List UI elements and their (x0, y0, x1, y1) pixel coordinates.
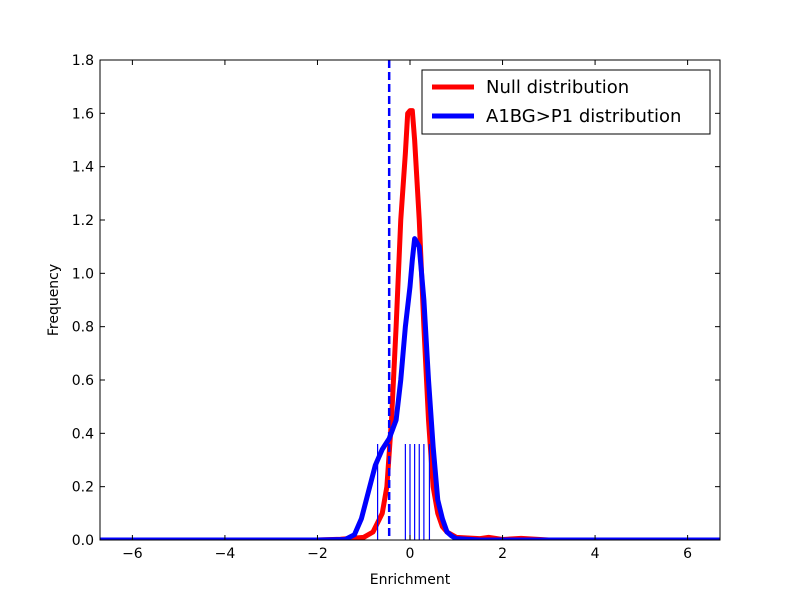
x-tick-label-5: 4 (591, 546, 600, 562)
y-tick-label-1: 0.2 (72, 480, 94, 496)
x-tick-label-1: −4 (215, 546, 236, 562)
y-tick-label-7: 1.4 (72, 160, 94, 176)
x-tick-label-3: 0 (406, 546, 415, 562)
y-tick-label-3: 0.6 (72, 373, 94, 389)
series-line-1 (100, 236, 720, 540)
x-tick-label-2: −2 (307, 546, 328, 562)
x-tick-label-4: 2 (498, 546, 507, 562)
legend: Null distribution A1BG>P1 distribution (421, 69, 711, 135)
y-tick-label-4: 0.8 (72, 320, 94, 336)
y-tick-label-2: 0.4 (72, 426, 94, 442)
series-layer (100, 60, 720, 540)
x-axis-label: Enrichment (370, 572, 451, 588)
legend-box (421, 69, 711, 135)
y-tick-label-9: 1.8 (72, 53, 94, 69)
x-tick-label-0: −6 (122, 546, 143, 562)
y-tick-label-0: 0.0 (72, 533, 94, 549)
y-axis-label: Frequency (46, 264, 62, 336)
y-tick-label-8: 1.6 (72, 106, 94, 122)
legend-label-1: A1BG>P1 distribution (486, 106, 681, 127)
x-tick-label-6: 6 (683, 546, 692, 562)
y-tick-label-6: 1.2 (72, 213, 94, 229)
plot-area (99, 59, 721, 541)
legend-label-0: Null distribution (486, 77, 629, 98)
ticks-layer: −6 −4 −2 0 2 4 6 0.0 0.2 0.4 0.6 0.8 1.0 1.2 1.4 1.6 1.8 (72, 53, 720, 562)
y-tick-label-5: 1.0 (72, 266, 94, 282)
